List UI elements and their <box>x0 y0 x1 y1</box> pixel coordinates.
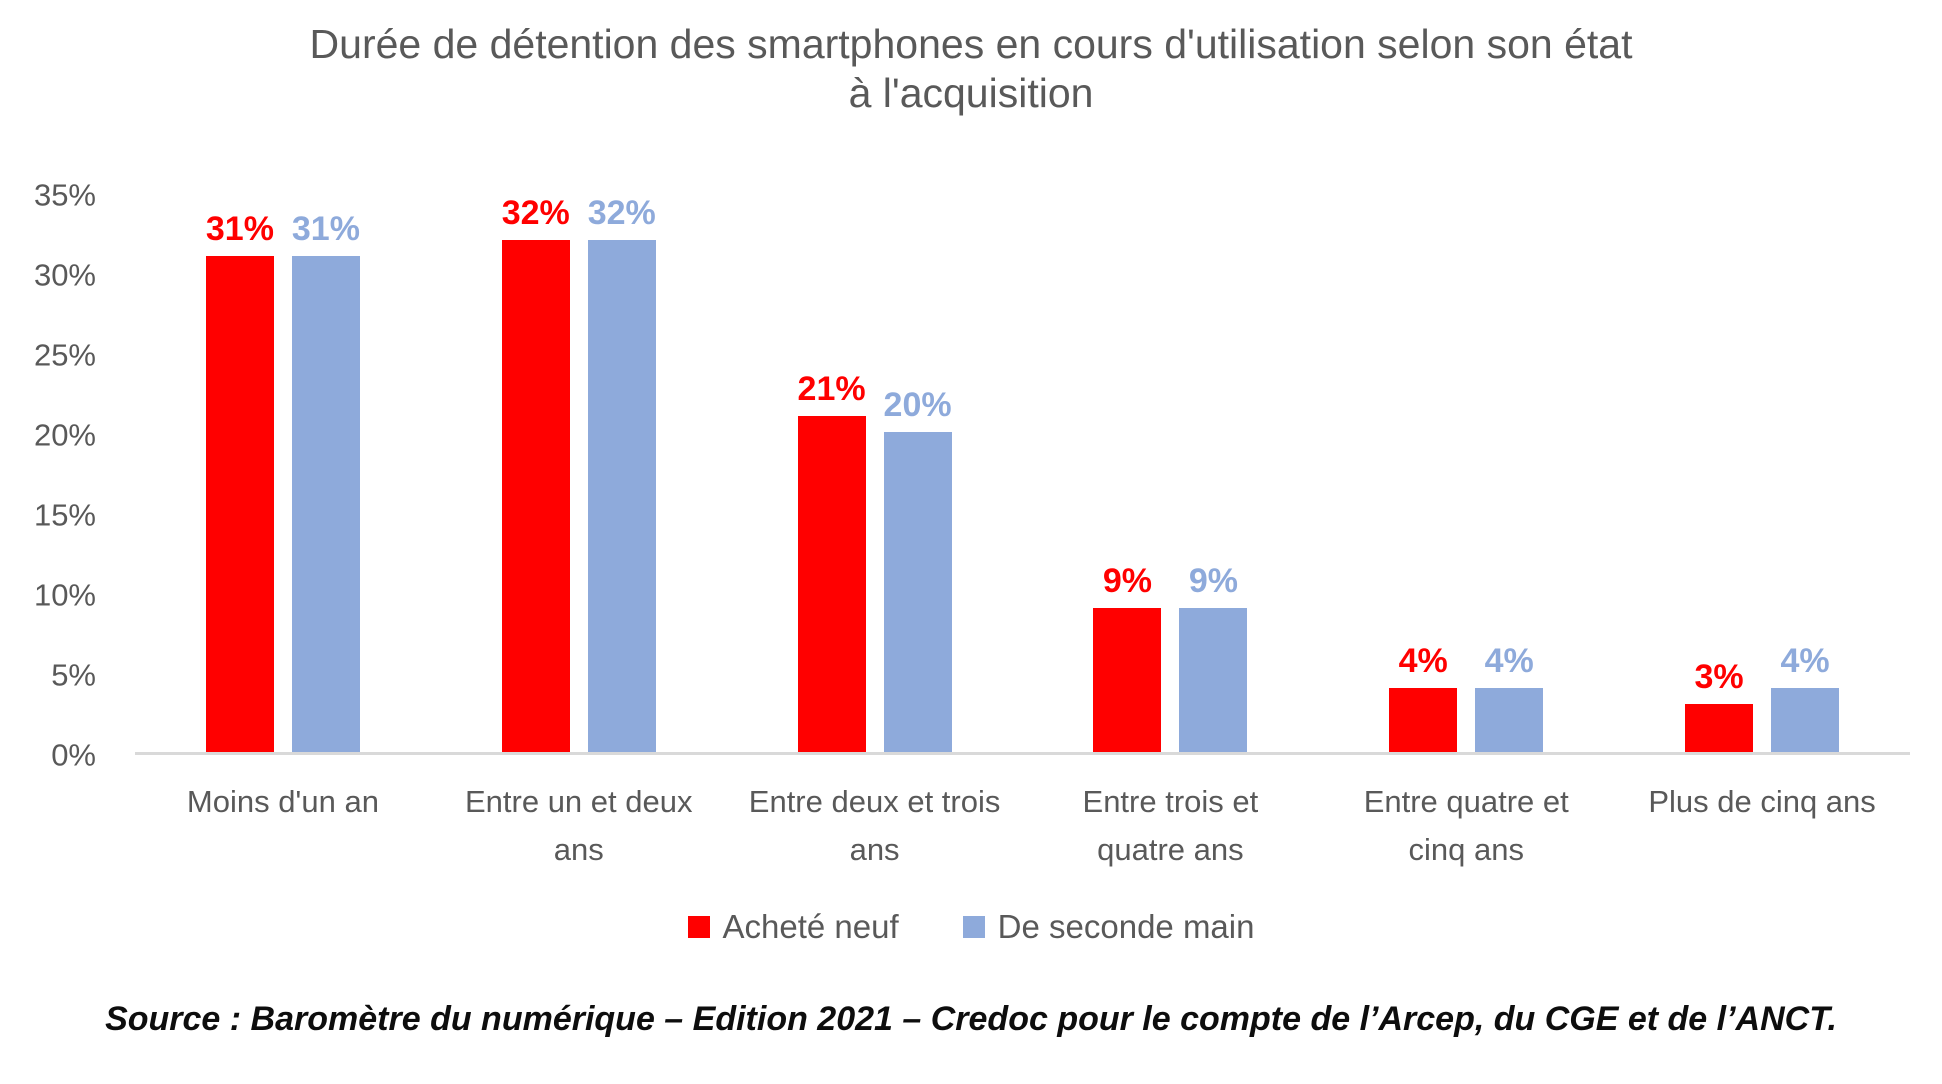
category-label: Entre quatre et cinq ans <box>1363 784 1569 868</box>
legend-item-achete-neuf: Acheté neuf <box>687 908 899 946</box>
bar-value-label: 9% <box>1188 562 1238 600</box>
y-axis-tick-label: 0% <box>51 737 96 773</box>
plot-area: 31% 31% 32% 32% 21% 20% 9% 9% 4% 4% 3% 4% <box>135 195 1910 755</box>
legend-label-seconde-main: De seconde main <box>997 908 1255 945</box>
legend-swatch-seconde-main <box>962 916 985 938</box>
category-label: Entre trois et quatre ans <box>1082 784 1259 868</box>
bar-value-label: 3% <box>1694 658 1744 696</box>
y-axis-tick-label: 25% <box>33 337 96 373</box>
legend-label-achete-neuf: Acheté neuf <box>722 908 899 945</box>
bar-achete-neuf: 9% <box>1093 564 1162 752</box>
bar-value-label: 4% <box>1398 642 1448 680</box>
y-axis-tick-label: 5% <box>51 657 96 693</box>
bar-seconde-main: 20% <box>884 388 952 752</box>
bar-group: 3% 4% <box>1614 195 1910 752</box>
bar-achete-neuf: 4% <box>1389 644 1458 752</box>
legend: Acheté neuf De seconde main <box>0 908 1942 946</box>
y-axis-tick-label: 15% <box>33 497 96 533</box>
bar-seconde-main: 4% <box>1771 644 1840 752</box>
bar-achete-neuf: 31% <box>206 212 274 752</box>
y-axis-tick-label: 30% <box>33 257 96 293</box>
bar-value-label: 9% <box>1102 562 1152 600</box>
y-axis-tick-label: 20% <box>33 417 96 453</box>
bar-value-label: 20% <box>883 386 952 424</box>
legend-item-seconde-main: De seconde main <box>962 908 1255 946</box>
category-label: Moins d'un an <box>186 784 379 819</box>
bar-seconde-main: 31% <box>292 212 360 752</box>
category-label: Entre un et deux ans <box>464 784 693 868</box>
bar-group: 21% 20% <box>727 195 1023 752</box>
x-axis-category-labels: Moins d'un an Entre un et deux ans Entre d… <box>135 778 1910 874</box>
category-label: Entre deux et trois ans <box>748 784 1001 868</box>
bar-seconde-main: 4% <box>1475 644 1544 752</box>
bar-achete-neuf: 21% <box>798 372 866 752</box>
bar-seconde-main: 9% <box>1179 564 1248 752</box>
bar-value-label: 32% <box>501 194 570 232</box>
y-axis: 0% 5% 10% 15% 20% 25% 30% 35% <box>0 180 96 771</box>
bar-seconde-main: 32% <box>588 196 656 752</box>
bar-value-label: 21% <box>797 370 866 408</box>
bar-achete-neuf: 3% <box>1685 660 1754 752</box>
bar-value-label: 4% <box>1484 642 1534 680</box>
bar-group: 4% 4% <box>1318 195 1614 752</box>
bar-value-label: 31% <box>205 210 274 248</box>
y-axis-tick-label: 10% <box>33 577 96 613</box>
y-axis-tick-label: 35% <box>33 177 96 213</box>
bar-group: 31% 31% <box>135 195 431 752</box>
bar-achete-neuf: 32% <box>502 196 570 752</box>
chart-title: Durée de détention des smartphones en co… <box>309 21 1633 117</box>
legend-swatch-achete-neuf <box>687 916 710 938</box>
source-caption: Source : Baromètre du numérique – Editio… <box>105 1000 1837 1038</box>
bar-value-label: 32% <box>587 194 656 232</box>
bar-group: 9% 9% <box>1022 195 1318 752</box>
bar-value-label: 31% <box>291 210 360 248</box>
bar-group: 32% 32% <box>431 195 727 752</box>
category-label: Plus de cinq ans <box>1648 784 1876 819</box>
bar-value-label: 4% <box>1780 642 1830 680</box>
